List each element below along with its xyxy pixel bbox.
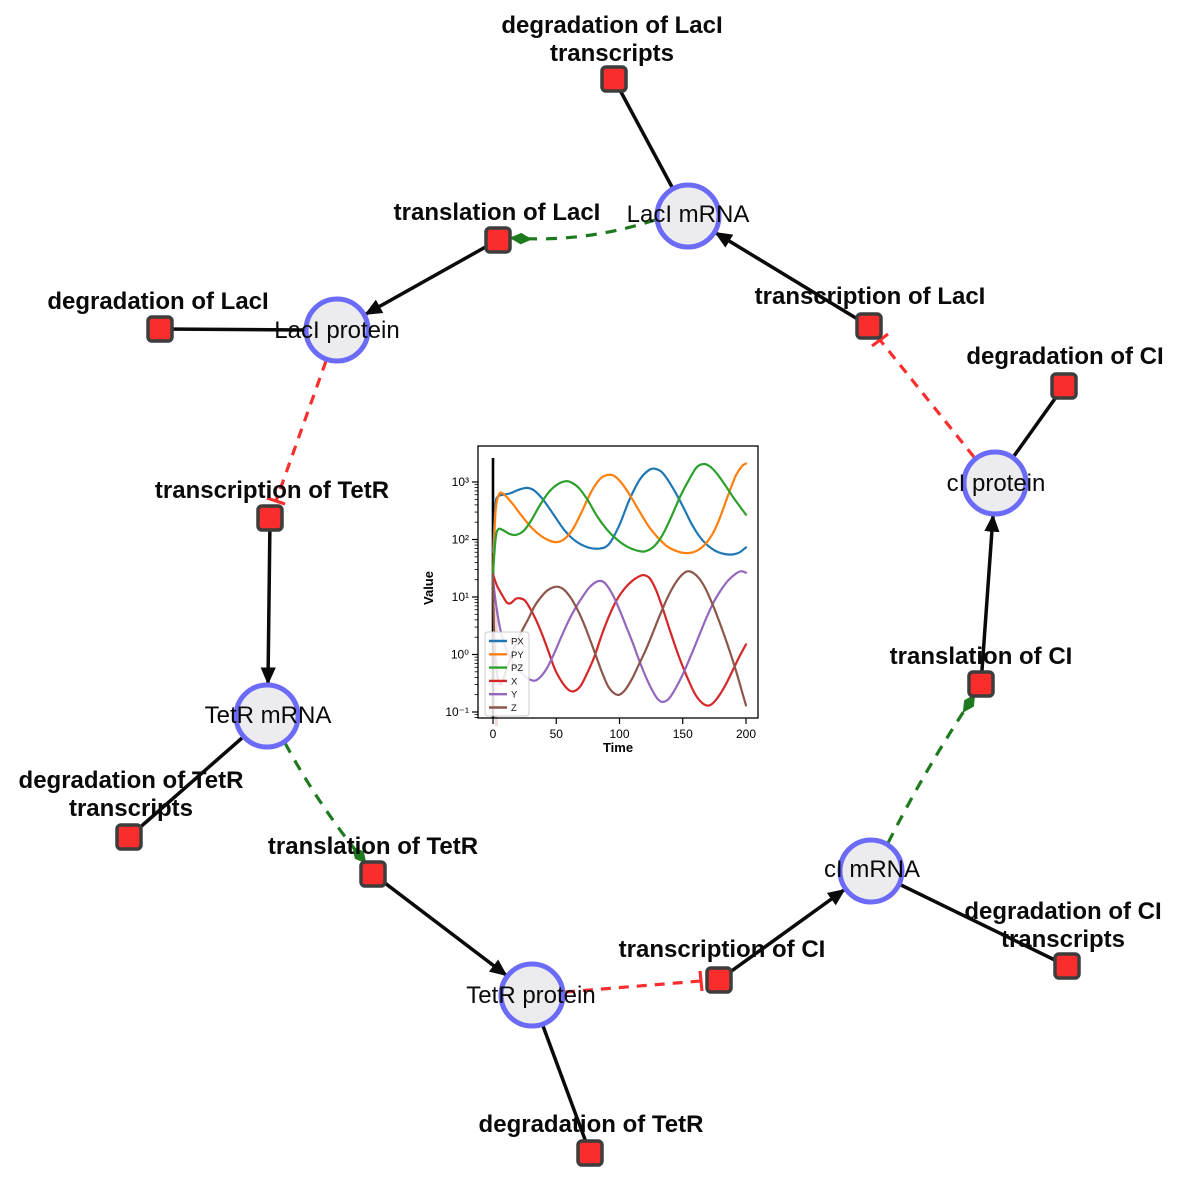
series-PZ [491,462,748,576]
x-tick-label: 200 [736,727,756,741]
species-node-tetr-mrna [233,682,301,750]
tbar-transcription-ci [698,970,704,992]
reaction-node-deg-laci [146,315,174,343]
reaction-node-transcription-ci [705,966,733,994]
inset-timeseries-chart: 10³ 10² 10¹ 10⁰ 10⁻¹ 0 50 100 150 200 Time Value PX P… [421,445,759,755]
label-transcription-tetr: transcription of TetR [154,477,390,504]
label-ci-protein: cI protein [946,470,1046,497]
edge-ci-protein-inhibits-transcription-laci [878,338,976,459]
label-tetr-protein: TetR protein [466,982,596,1009]
edge-tetr-mrna-to-deg-tetr-transcripts [127,736,244,839]
label-deg-ci-transcripts: degradation of CI transcripts [964,898,1162,953]
edge-translation-tetr-to-tetr-protein [371,872,508,977]
y-tick-label: 10³ [452,475,469,489]
edge-ci-mrna-to-deg-ci-transcripts [900,883,1068,968]
label-tetr-mrna: TetR mRNA [204,702,332,729]
legend-label-Y: Y [511,690,518,701]
edge-transcription-ci-to-ci-mrna [717,888,846,982]
edge-tetr-protein-to-deg-tetr [541,1025,592,1154]
reaction-node-translation-tetr [359,860,387,888]
label-deg-tetr-transcripts: degradation of TetR transcripts [18,767,244,822]
x-tick-label: 50 [550,727,564,741]
tbar-transcription-laci [871,332,889,348]
plot-frame [477,445,759,719]
edge-tetr-mrna-to-translation-tetr [283,742,367,864]
series-PX [491,467,748,556]
reaction-node-deg-tetr-transcripts [115,823,143,851]
reaction-node-deg-tetr [576,1139,604,1167]
reaction-node-deg-laci-transcripts [600,65,628,93]
y-axis-label: Value [421,571,436,605]
edge-laci-mrna-to-deg-laci-transcripts [612,78,674,188]
reaction-node-transcription-tetr [256,504,284,532]
reaction-node-translation-laci [484,226,512,254]
legend-label-PY: PY [511,650,524,661]
series-PY [491,462,748,576]
species-node-tetr-protein [498,961,566,1029]
series-Y [491,570,748,703]
reaction-node-translation-ci [967,670,995,698]
series-X [491,573,748,707]
legend-label-PX: PX [511,637,524,648]
tbar-transcription-tetr [266,496,286,506]
label-deg-laci-transcripts: degradation of LacI transcripts [501,12,723,67]
y-tick-label: 10⁻¹ [445,705,469,719]
edge-transcription-laci-to-laci-mrna [714,231,870,328]
label-transcription-ci: transcription of CI [618,936,826,963]
x-tick-label: 100 [609,727,629,741]
species-node-laci-protein [303,296,371,364]
series-Z [491,570,748,707]
legend-label-PZ: PZ [511,663,523,674]
label-deg-ci: degradation of CI [966,343,1164,370]
edge-transcription-tetr-to-tetr-mrna [260,517,276,685]
label-laci-mrna: LacI mRNA [626,201,750,228]
label-deg-tetr: degradation of TetR [478,1111,704,1138]
label-transcription-laci: transcription of LacI [754,283,986,310]
edge-translation-laci-to-laci-protein [364,238,499,316]
y-tick-label: 10⁰ [451,648,469,662]
reaction-node-deg-ci [1050,372,1078,400]
label-deg-laci: degradation of LacI [47,288,269,315]
species-node-laci-mrna [654,182,722,250]
edge-translation-ci-to-ci-protein [979,514,1000,685]
x-tick-label: 0 [490,727,497,741]
label-laci-protein: LacI protein [274,317,400,344]
y-tick-label: 10¹ [452,590,469,604]
edge-laci-protein-inhibits-transcription-tetr [274,360,328,502]
legend-label-Z: Z [511,703,517,714]
edge-tetr-protein-inhibits-transcription-ci [564,979,702,994]
edge-ci-mrna-to-translation-ci [886,694,976,844]
label-ci-mrna: cI mRNA [824,856,920,883]
reaction-node-deg-ci-transcripts [1053,952,1081,980]
label-translation-laci: translation of LacI [393,199,601,226]
edge-laci-protein-to-deg-laci [159,327,305,332]
legend-label-X: X [511,676,518,687]
species-node-ci-mrna [837,837,905,905]
edge-laci-mrna-to-translation-laci [509,218,656,245]
species-node-ci-protein [961,449,1029,517]
x-tick-label: 150 [673,727,693,741]
label-translation-ci: translation of CI [889,643,1073,670]
reaction-node-transcription-laci [855,312,883,340]
y-tick-label: 10² [452,533,469,547]
label-translation-tetr: translation of TetR [267,833,479,860]
x-axis-label: Time [603,740,633,755]
